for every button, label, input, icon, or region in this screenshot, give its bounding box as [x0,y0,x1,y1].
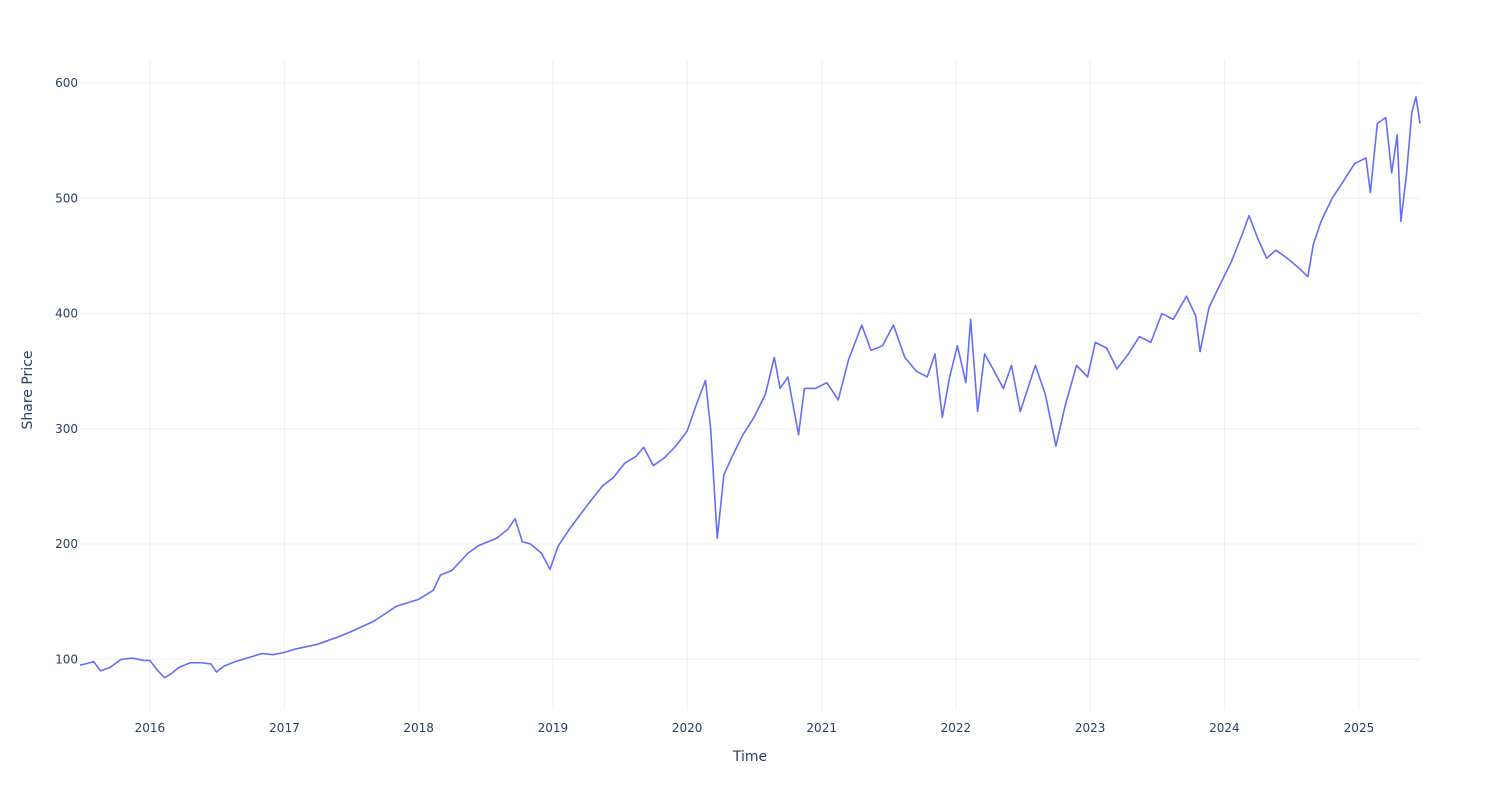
y-tick-label: 300 [55,422,78,436]
x-axis-title: Time [732,749,767,765]
x-tick-label: 2022 [941,721,972,735]
x-tick-label: 2018 [403,721,434,735]
x-tick-label: 2023 [1075,721,1106,735]
x-tick-label: 2019 [538,721,569,735]
y-gridlines [80,82,1420,660]
series-layer [79,96,1421,679]
x-tick-label: 2021 [806,721,837,735]
x-gridlines [149,60,1360,710]
x-tick-label: 2024 [1209,721,1240,735]
y-tick-label: 500 [55,191,78,205]
y-tick-label: 200 [55,537,78,551]
y-tick-label: 100 [55,652,78,666]
share-price-line [79,96,1421,679]
x-tick-label: 2016 [135,721,166,735]
x-tick-label: 2020 [672,721,703,735]
x-tick-label: 2017 [269,721,300,735]
y-axis-title: Share Price [20,350,36,429]
y-tick-label: 600 [55,76,78,90]
x-tick-labels: 2016 2017 2018 2019 2020 2021 2022 2023 2024 2025 [135,721,1375,735]
y-tick-labels: 100 200 300 400 500 600 [55,76,78,666]
x-tick-label: 2025 [1344,721,1375,735]
y-tick-label: 400 [55,307,78,321]
